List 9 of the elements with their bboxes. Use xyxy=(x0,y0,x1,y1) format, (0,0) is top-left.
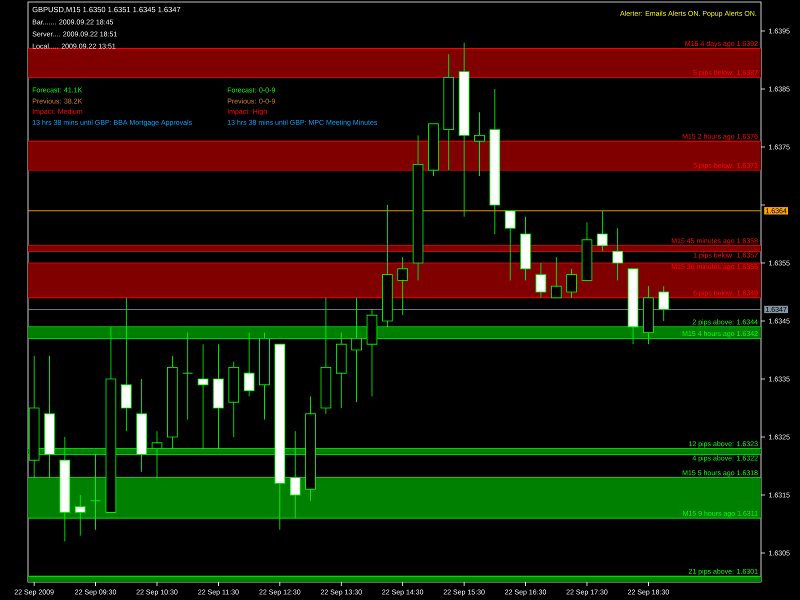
candlestick xyxy=(612,228,623,281)
candlestick xyxy=(597,210,608,252)
candlestick xyxy=(566,268,577,298)
candlestick xyxy=(474,112,485,176)
candlestick xyxy=(504,210,516,281)
candlestick xyxy=(550,256,562,298)
candlestick xyxy=(658,286,670,322)
candlestick xyxy=(536,262,546,298)
candlestick xyxy=(397,256,408,316)
